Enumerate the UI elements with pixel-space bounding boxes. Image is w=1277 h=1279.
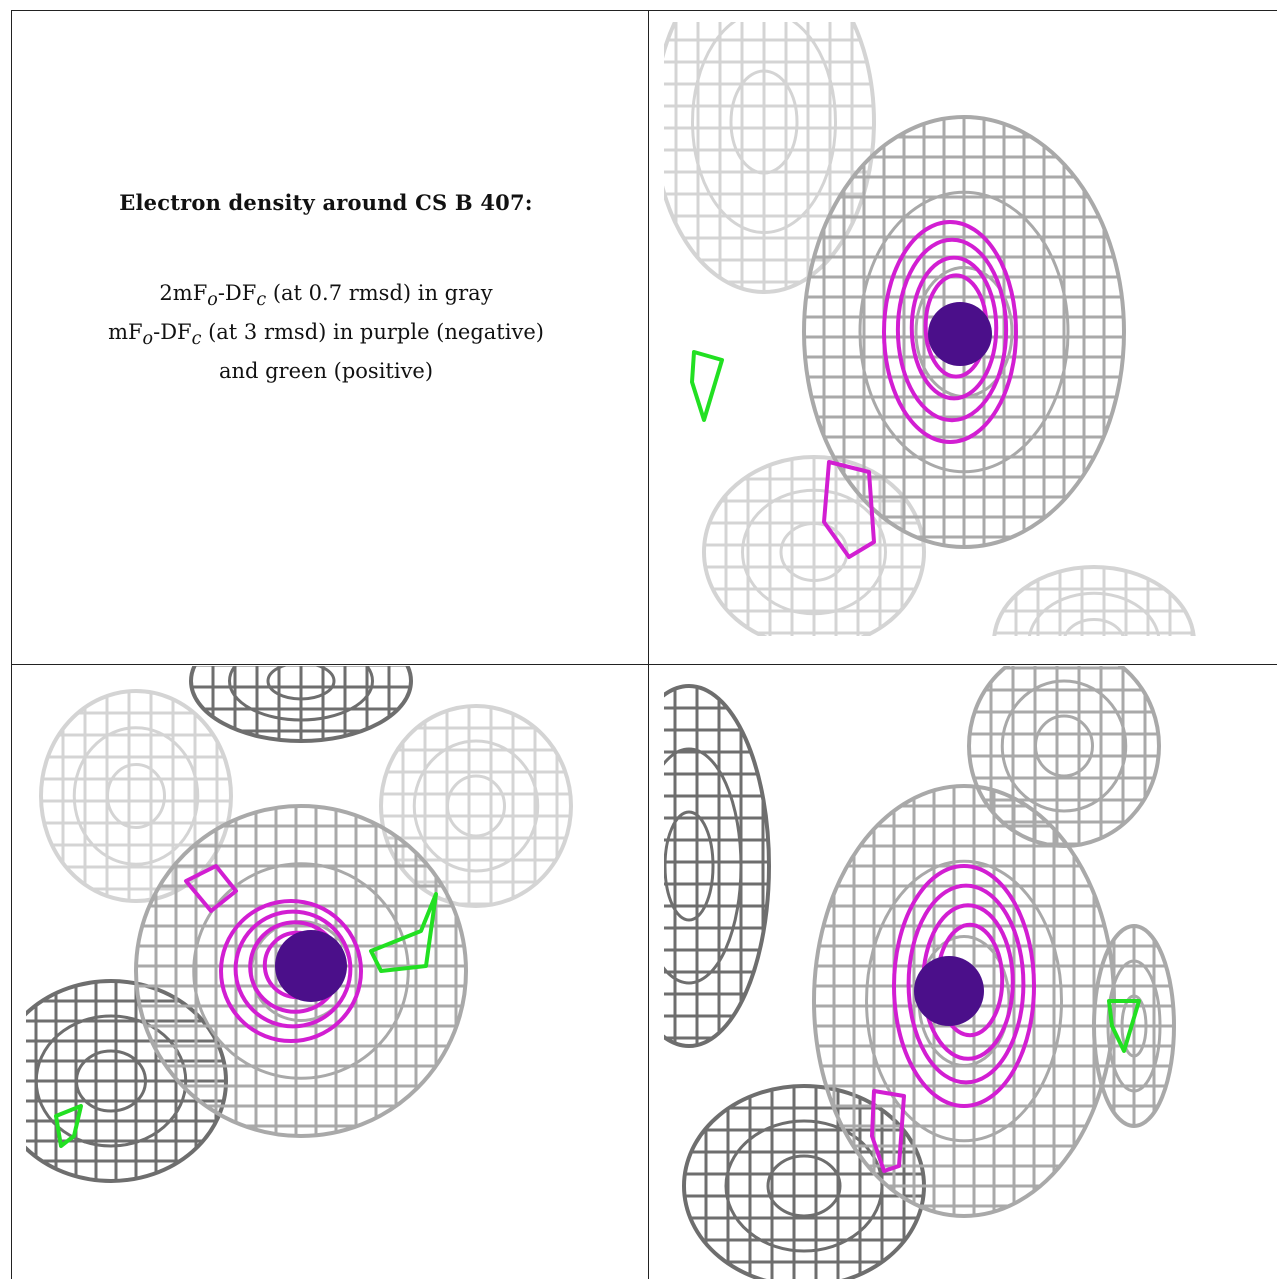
divider-vertical (648, 10, 649, 1279)
main-density-mesh-outline (802, 115, 1126, 549)
side-density-blob-outline (664, 22, 876, 294)
mesh-render (664, 22, 1196, 636)
mesh-contour (994, 567, 1194, 636)
atom-sphere (914, 956, 984, 1026)
positive-blob (369, 892, 438, 973)
positive-blob (1107, 999, 1141, 1053)
mesh-contour (858, 190, 1070, 474)
mesh-contour (1027, 591, 1161, 636)
mesh-contour (865, 859, 1063, 1143)
mesh-contour (664, 686, 769, 1046)
divider-horizontal (11, 664, 1277, 665)
mesh-contour (266, 666, 336, 701)
mesh-contour (72, 726, 200, 866)
negative-contour (219, 899, 363, 1043)
density-view-bottom-left (26, 666, 633, 1279)
caption-cell: Electron density around CS B 407: 2mFo-D… (12, 190, 640, 387)
mesh-contour (1034, 714, 1094, 778)
subscript: o (207, 290, 218, 311)
mesh-contour (192, 862, 410, 1080)
negative-contour (909, 255, 999, 401)
negative-contour (895, 237, 1009, 423)
mesh-contour (1120, 994, 1148, 1058)
side-density-blob-outline (379, 704, 573, 908)
figure-title: Electron density around CS B 407: (119, 190, 533, 215)
border-top (11, 10, 1277, 11)
side-density-blob-outline (702, 455, 926, 636)
negative-blob (822, 460, 876, 559)
positive-blob (54, 1104, 83, 1148)
negative-blob (870, 1089, 906, 1173)
mesh-render (26, 666, 573, 1183)
mesh-contour (106, 763, 166, 829)
legend-text: (at 0.7 rmsd) in gray (266, 281, 493, 305)
density-view-bottom-right (664, 666, 1277, 1279)
negative-blob (184, 864, 238, 913)
legend-line-2fofc: 2mFo-DFc (at 0.7 rmsd) in gray (12, 277, 640, 316)
legend-text: -DF (153, 320, 192, 345)
negative-contour (892, 864, 1036, 1108)
subscript: c (256, 290, 267, 311)
side-density-blob-outline (189, 666, 413, 743)
mesh-contour (724, 1119, 884, 1253)
side-density-blob-outline (26, 979, 228, 1183)
mesh-contour (664, 747, 743, 985)
mesh-contour (412, 739, 540, 873)
legend-text: mF (108, 320, 143, 345)
mesh-contour (228, 666, 374, 722)
mesh-contour (766, 1154, 842, 1218)
atom-sphere (928, 302, 992, 366)
legend-text: -DF (217, 281, 257, 305)
mesh-contour (75, 1049, 147, 1113)
main-density-mesh-outline (134, 804, 468, 1138)
legend-line-colors: and green (positive) (218, 359, 434, 384)
mesh-contour (741, 488, 887, 616)
mesh-contour (691, 22, 837, 234)
side-density-blob-outline (992, 565, 1196, 636)
subscript: c (191, 329, 202, 350)
legend-line-fofc: mFo-DFc (at 3 rmsd) in purple (negative) (12, 316, 640, 355)
legend-text: (at 3 rmsd) in purple (negative) (201, 320, 544, 345)
negative-contour (233, 909, 353, 1029)
mesh-render (664, 666, 1176, 1279)
side-density-blob (191, 666, 411, 741)
legend-text: 2mF (159, 281, 208, 305)
negative-contour (882, 220, 1018, 444)
side-density-blob (664, 686, 769, 1046)
mesh-contour (446, 774, 506, 838)
side-density-blob (994, 567, 1194, 636)
mesh-contour (1000, 679, 1128, 813)
density-view-top-right (664, 22, 1277, 636)
subscript: o (142, 329, 154, 350)
mesh-contour (729, 69, 799, 175)
side-density-blob-outline (39, 689, 233, 903)
positive-blob (690, 350, 724, 422)
side-density-blob-outline (664, 684, 771, 1048)
negative-contour (906, 883, 1026, 1085)
mesh-contour (664, 810, 715, 922)
atom-sphere (275, 930, 347, 1002)
mesh-contour (34, 1014, 188, 1148)
border-left (11, 10, 12, 1279)
mesh-contour (1062, 618, 1126, 636)
